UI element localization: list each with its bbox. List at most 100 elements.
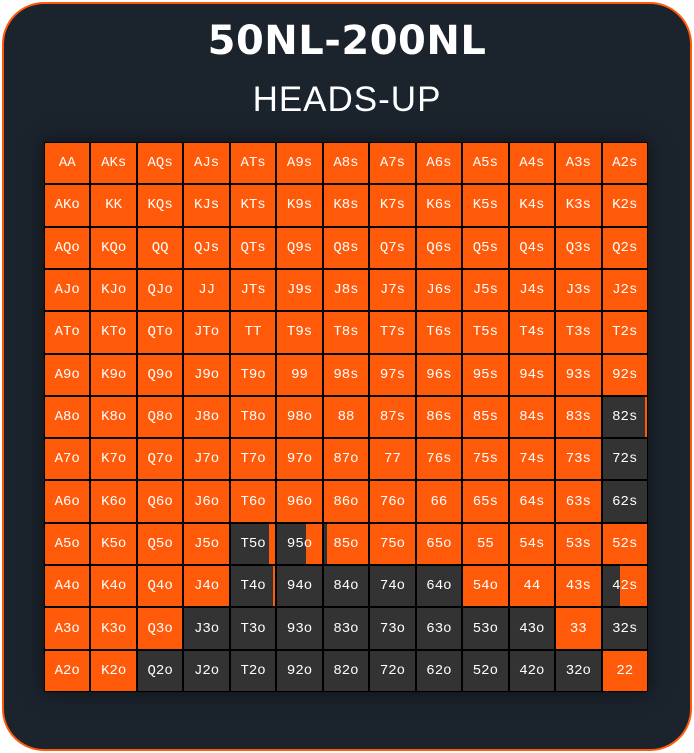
hand-cell-AA[interactable]: AA	[45, 143, 90, 184]
hand-cell-54o[interactable]: 54o	[463, 566, 508, 607]
hand-cell-86o[interactable]: 86o	[323, 481, 369, 522]
hand-cell-95o[interactable]: 95o	[277, 523, 322, 565]
hand-cell-73s[interactable]: 73s	[556, 439, 601, 480]
hand-cell-Q4o[interactable]: Q4o	[137, 566, 183, 607]
hand-cell-33[interactable]: 33	[556, 608, 601, 649]
hand-cell-K7o[interactable]: K7o	[91, 439, 136, 480]
hand-cell-Q5s[interactable]: Q5s	[463, 227, 508, 268]
hand-cell-K9o[interactable]: K9o	[91, 354, 136, 395]
hand-cell-J3o[interactable]: J3o	[184, 608, 229, 649]
hand-cell-63s[interactable]: 63s	[556, 481, 601, 522]
hand-cell-A3o[interactable]: A3o	[45, 608, 90, 649]
hand-cell-T8o[interactable]: T8o	[230, 396, 276, 438]
hand-cell-94o[interactable]: 94o	[277, 566, 322, 607]
hand-cell-J4s[interactable]: J4s	[509, 269, 555, 311]
hand-cell-62s[interactable]: 62s	[602, 481, 647, 522]
hand-cell-T2o[interactable]: T2o	[230, 650, 276, 691]
hand-cell-QJo[interactable]: QJo	[137, 269, 183, 311]
hand-cell-82o[interactable]: 82o	[323, 650, 369, 691]
hand-cell-K4s[interactable]: K4s	[509, 185, 555, 226]
hand-cell-A7s[interactable]: A7s	[370, 143, 415, 184]
hand-cell-J2o[interactable]: J2o	[184, 650, 229, 691]
hand-cell-AJs[interactable]: AJs	[184, 143, 229, 184]
hand-cell-AQo[interactable]: AQo	[45, 227, 90, 268]
hand-cell-84s[interactable]: 84s	[509, 396, 555, 438]
hand-cell-Q5o[interactable]: Q5o	[137, 523, 183, 565]
hand-cell-Q2s[interactable]: Q2s	[602, 227, 647, 268]
hand-cell-K6s[interactable]: K6s	[416, 185, 462, 226]
hand-cell-K2s[interactable]: K2s	[602, 185, 647, 226]
hand-cell-T5s[interactable]: T5s	[463, 312, 508, 353]
hand-cell-84o[interactable]: 84o	[323, 566, 369, 607]
hand-cell-65s[interactable]: 65s	[463, 481, 508, 522]
hand-cell-J4o[interactable]: J4o	[184, 566, 229, 607]
hand-cell-K4o[interactable]: K4o	[91, 566, 136, 607]
hand-cell-KJs[interactable]: KJs	[184, 185, 229, 226]
hand-cell-75o[interactable]: 75o	[370, 523, 415, 565]
hand-cell-87o[interactable]: 87o	[323, 439, 369, 480]
hand-cell-Q7s[interactable]: Q7s	[370, 227, 415, 268]
hand-cell-42s[interactable]: 42s	[602, 566, 647, 607]
hand-cell-A2s[interactable]: A2s	[602, 143, 647, 184]
hand-cell-K7s[interactable]: K7s	[370, 185, 415, 226]
hand-cell-K2o[interactable]: K2o	[91, 650, 136, 691]
hand-cell-72o[interactable]: 72o	[370, 650, 415, 691]
hand-cell-J5o[interactable]: J5o	[184, 523, 229, 565]
hand-cell-82s[interactable]: 82s	[602, 396, 647, 438]
hand-cell-96s[interactable]: 96s	[416, 354, 462, 395]
hand-cell-A2o[interactable]: A2o	[45, 650, 90, 691]
hand-cell-76o[interactable]: 76o	[370, 481, 415, 522]
hand-cell-65o[interactable]: 65o	[416, 523, 462, 565]
hand-cell-AKo[interactable]: AKo	[45, 185, 90, 226]
hand-cell-64o[interactable]: 64o	[416, 566, 462, 607]
hand-cell-Q6s[interactable]: Q6s	[416, 227, 462, 268]
hand-cell-QTo[interactable]: QTo	[137, 312, 183, 353]
hand-cell-96o[interactable]: 96o	[277, 481, 322, 522]
hand-cell-74s[interactable]: 74s	[509, 439, 555, 480]
hand-cell-QQ[interactable]: QQ	[137, 227, 183, 268]
hand-cell-T2s[interactable]: T2s	[602, 312, 647, 353]
hand-cell-QTs[interactable]: QTs	[230, 227, 276, 268]
hand-cell-94s[interactable]: 94s	[509, 354, 555, 395]
hand-cell-22[interactable]: 22	[602, 650, 647, 691]
hand-cell-AQs[interactable]: AQs	[137, 143, 183, 184]
hand-cell-KK[interactable]: KK	[91, 185, 136, 226]
hand-cell-83s[interactable]: 83s	[556, 396, 601, 438]
hand-cell-Q3s[interactable]: Q3s	[556, 227, 601, 268]
hand-cell-42o[interactable]: 42o	[509, 650, 555, 691]
hand-cell-T6s[interactable]: T6s	[416, 312, 462, 353]
hand-cell-73o[interactable]: 73o	[370, 608, 415, 649]
hand-cell-T9o[interactable]: T9o	[230, 354, 276, 395]
hand-cell-Q2o[interactable]: Q2o	[137, 650, 183, 691]
hand-cell-AJo[interactable]: AJo	[45, 269, 90, 311]
hand-cell-Q8s[interactable]: Q8s	[323, 227, 369, 268]
hand-cell-52o[interactable]: 52o	[463, 650, 508, 691]
hand-cell-99[interactable]: 99	[277, 354, 322, 395]
hand-cell-A5o[interactable]: A5o	[45, 523, 90, 565]
hand-cell-76s[interactable]: 76s	[416, 439, 462, 480]
hand-cell-KQs[interactable]: KQs	[137, 185, 183, 226]
hand-cell-98o[interactable]: 98o	[277, 396, 322, 438]
hand-cell-T3o[interactable]: T3o	[230, 608, 276, 649]
hand-cell-J6o[interactable]: J6o	[184, 481, 229, 522]
hand-cell-Q9s[interactable]: Q9s	[277, 227, 322, 268]
hand-cell-ATo[interactable]: ATo	[45, 312, 90, 353]
hand-cell-A6o[interactable]: A6o	[45, 481, 90, 522]
hand-cell-92o[interactable]: 92o	[277, 650, 322, 691]
hand-cell-J8o[interactable]: J8o	[184, 396, 229, 438]
hand-cell-86s[interactable]: 86s	[416, 396, 462, 438]
hand-cell-A5s[interactable]: A5s	[463, 143, 508, 184]
hand-cell-32s[interactable]: 32s	[602, 608, 647, 649]
hand-cell-T6o[interactable]: T6o	[230, 481, 276, 522]
hand-cell-Q7o[interactable]: Q7o	[137, 439, 183, 480]
hand-cell-43s[interactable]: 43s	[556, 566, 601, 607]
hand-cell-97o[interactable]: 97o	[277, 439, 322, 480]
hand-cell-KQo[interactable]: KQo	[91, 227, 136, 268]
hand-cell-85s[interactable]: 85s	[463, 396, 508, 438]
hand-cell-T9s[interactable]: T9s	[277, 312, 322, 353]
hand-cell-A6s[interactable]: A6s	[416, 143, 462, 184]
hand-cell-T4s[interactable]: T4s	[509, 312, 555, 353]
hand-cell-KJo[interactable]: KJo	[91, 269, 136, 311]
hand-cell-A3s[interactable]: A3s	[556, 143, 601, 184]
hand-cell-J7o[interactable]: J7o	[184, 439, 229, 480]
